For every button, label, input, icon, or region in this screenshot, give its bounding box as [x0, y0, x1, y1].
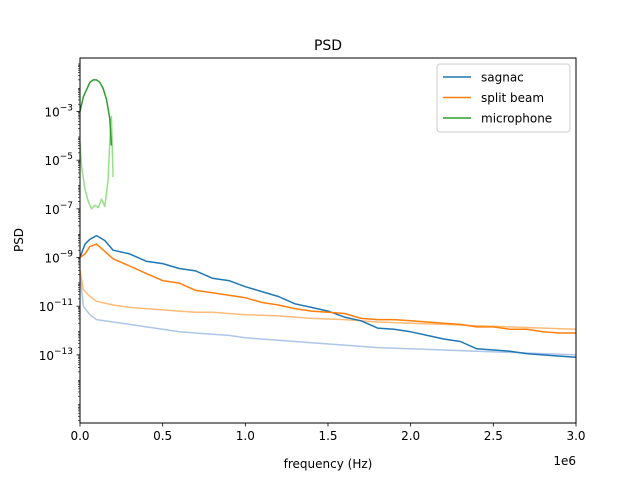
- x-axis-label: frequency (Hz): [284, 457, 373, 471]
- y-tick-label: 10−5: [44, 152, 73, 168]
- series-line-microphone: [80, 79, 113, 146]
- legend-frame: [436, 63, 571, 133]
- x-tick-label: 3.0: [566, 429, 585, 443]
- x-tick-label: 1.0: [236, 429, 255, 443]
- x-tick-label: 2.0: [401, 429, 420, 443]
- y-tick-label: 10−9: [44, 250, 73, 266]
- x-tick-label: 0.5: [153, 429, 172, 443]
- y-tick-label: 10−13: [39, 347, 73, 363]
- series-line-sagnac: [80, 234, 576, 359]
- x-axis-offset-label: 1e6: [553, 454, 576, 468]
- x-axis: 0.0 0.5 1.0 1.5 2.0 2.5 3.0: [70, 423, 586, 443]
- legend-label: sagnac: [481, 71, 524, 85]
- legend-label: split beam: [481, 91, 544, 105]
- x-tick-label: 2.5: [484, 429, 503, 443]
- background-trace-sagnac: [80, 272, 576, 356]
- y-tick-label: 10−7: [44, 201, 73, 217]
- y-axis-label: PSD: [12, 228, 26, 252]
- background-trace-microphone: [80, 115, 114, 210]
- legend-label: microphone: [481, 112, 552, 126]
- chart-title: PSD: [314, 38, 342, 54]
- series-lines: [80, 79, 576, 359]
- y-axis: 10−13 10−11 10−9 10−7 10−5 10−3: [39, 63, 80, 421]
- background-traces: [80, 115, 576, 356]
- x-tick-label: 1.5: [318, 429, 337, 443]
- series-line-split-beam: [80, 243, 576, 334]
- y-tick-label: 10−11: [39, 298, 73, 314]
- background-trace-split-beam: [80, 269, 576, 331]
- x-tick-label: 0.0: [70, 429, 89, 443]
- legend: sagnac split beam microphone: [436, 63, 571, 133]
- y-tick-label: 10−3: [44, 104, 73, 120]
